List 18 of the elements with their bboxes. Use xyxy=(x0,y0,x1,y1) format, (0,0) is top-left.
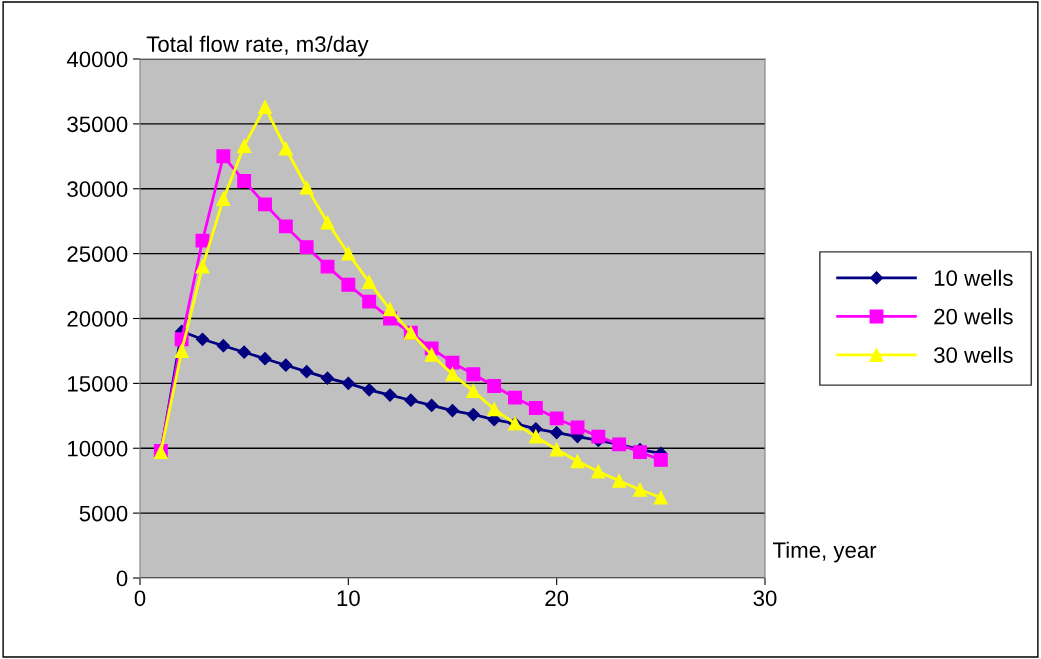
x-tick-label: 30 xyxy=(753,590,777,607)
x-tick-label: 0 xyxy=(134,590,146,607)
y-tick-label: 35000 xyxy=(67,116,128,133)
x-tick-label: 10 xyxy=(337,590,360,607)
legend-label: 30 wells xyxy=(934,346,1013,363)
legend-label: 10 wells xyxy=(934,269,1013,286)
x-tick-label: 20 xyxy=(545,590,569,607)
y-tick-label: 5000 xyxy=(79,505,128,522)
x-axis-title: Time, year xyxy=(773,541,877,563)
y-tick-label: 30000 xyxy=(67,181,128,198)
y-tick-label: 0 xyxy=(116,570,128,587)
legend-label: 20 wells xyxy=(934,308,1013,325)
y-tick-label: 40000 xyxy=(66,51,128,68)
y-tick-label: 25000 xyxy=(67,246,128,262)
y-axis-title: Total flow rate, m3/day xyxy=(146,35,369,57)
y-tick-label: 20000 xyxy=(67,311,128,327)
y-tick-label: 10000 xyxy=(68,440,128,457)
y-tick-label: 15000 xyxy=(68,375,128,392)
